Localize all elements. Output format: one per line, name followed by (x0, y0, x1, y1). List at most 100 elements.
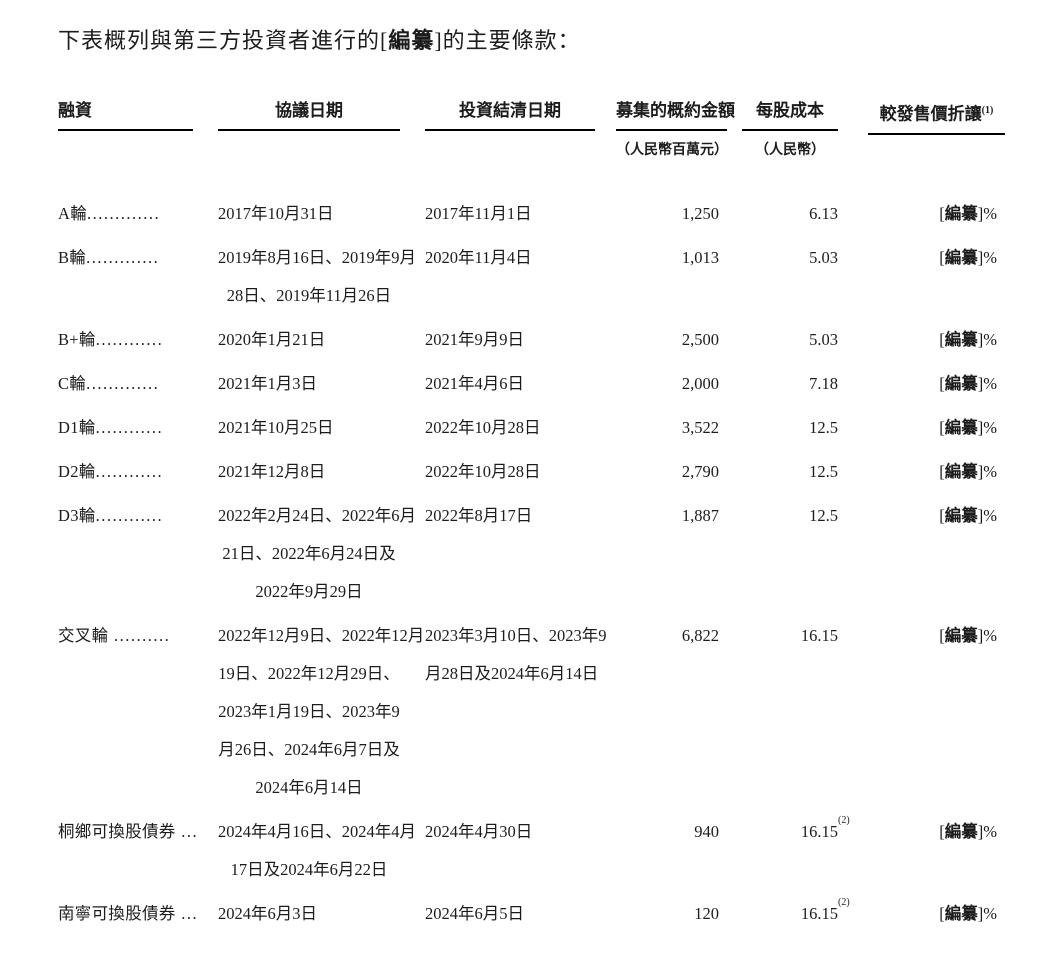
agreement-date-cell: 2024年6月3日 (218, 895, 400, 933)
cost-value: 5.03 (809, 329, 838, 349)
header-discount: 較發售價折讓(1) (868, 100, 1005, 135)
financing-round-name: 交叉輪 (58, 625, 109, 645)
discount-redacted: 編纂 (944, 247, 978, 267)
agreement-date-line: 2022年12月9日、2022年12月 (218, 625, 425, 645)
agreement-date-line: 2020年1月21日 (218, 329, 326, 349)
agreement-date-cell: 2024年4月16日、2024年4月 17日及2024年6月22日 (218, 813, 416, 889)
discount-cell: [編纂]% (939, 329, 997, 349)
discount-redacted: 編纂 (944, 821, 978, 841)
settlement-date-line: 2017年11月1日 (425, 203, 532, 223)
financing-name-cell: 南寧可換股債券 ... (58, 895, 197, 933)
amount-raised-cell: 120 (694, 903, 719, 923)
agreement-date-cell: 2022年2月24日、2022年6月 21日、2022年6月24日及 2022年9月… (218, 497, 416, 611)
intro-sentence: 下表概列與第三方投資者進行的[編纂]的主要條款： (58, 26, 1048, 56)
cost-value: 7.18 (809, 373, 838, 393)
table-row: B+輪............ 2020年1月21日 2021年9月9日 2,5… (58, 321, 1005, 359)
agreement-date-cell: 2021年1月3日 (218, 365, 400, 403)
intro-sentence-redacted: 編纂 (388, 28, 435, 53)
discount-redacted: 編纂 (944, 505, 978, 525)
cost-value: 16.15 (800, 625, 838, 645)
settlement-date-line: 2021年4月6日 (425, 373, 524, 393)
discount-cell: [編纂]% (939, 373, 997, 393)
financing-name-cell: B+輪............ (58, 321, 193, 359)
agreement-date-line: 21日、2022年6月24日及 (222, 543, 396, 563)
table-row: D1輪............ 2021年10月25日 2022年10月28日 … (58, 409, 1005, 447)
settlement-date-line: 2020年11月4日 (425, 247, 532, 267)
discount-cell: [編纂]% (939, 247, 997, 267)
settlement-date-cell: 2022年8月17日 (425, 497, 595, 535)
cost-per-share-cell: 5.03 (742, 239, 838, 277)
financing-round-name: 桐鄉可換股債券 (58, 821, 176, 841)
dot-leader: ............. (86, 247, 160, 267)
amount-raised-cell: 2,790 (681, 461, 719, 481)
financing-name-cell: A輪............. (58, 195, 193, 233)
agreement-date-line: 2023年1月19日、2023年9 (218, 701, 400, 721)
settlement-date-cell: 2022年10月28日 (425, 409, 595, 447)
agreement-date-line: 17日及2024年6月22日 (230, 859, 388, 879)
amount-raised-cell: 1,013 (681, 247, 719, 267)
dot-leader: ............. (87, 203, 161, 223)
financing-round-name: 南寧可換股債券 (58, 903, 176, 923)
settlement-date-cell: 2017年11月1日 (425, 195, 595, 233)
agreement-date-line: 月26日、2024年6月7日及 (218, 739, 400, 759)
table-row: D3輪............ 2022年2月24日、2022年6月 21日、20… (58, 497, 1005, 611)
agreement-date-line: 2021年12月8日 (218, 461, 326, 481)
cost-value: 16.15 (2) (800, 896, 850, 923)
discount-redacted: 編纂 (944, 329, 978, 349)
financing-terms-table: 融資 協議日期 投資結清日期 募集的概約金額 每股成本 較發售價折讓(1) （人… (58, 100, 1005, 933)
agreement-date-cell: 2022年12月9日、2022年12月 19日、2022年12月29日、 2023年… (218, 617, 425, 807)
amount-raised-cell: 3,522 (681, 417, 719, 437)
table-units-row: （人民幣百萬元） （人民幣） (58, 141, 1005, 161)
agreement-date-line: 2022年9月29日 (255, 581, 363, 601)
financing-round-name: B+輪 (58, 329, 96, 349)
table-row: 交叉輪 .......... 2022年12月9日、2022年12月 19日、20… (58, 617, 1005, 807)
settlement-date-line: 2022年8月17日 (425, 505, 533, 525)
amount-raised-cell: 1,250 (681, 203, 719, 223)
cost-footnote: (2) (838, 896, 850, 908)
financing-name-cell: D3輪............ (58, 497, 193, 535)
financing-name-cell: D1輪............ (58, 409, 193, 447)
agreement-date-line: 2021年10月25日 (218, 417, 334, 437)
cost-per-share-cell: 12.5 (742, 453, 838, 491)
cost-per-share-cell: 16.15 (2) (742, 895, 850, 933)
discount-redacted: 編纂 (944, 625, 978, 645)
cost-footnote: (2) (838, 814, 850, 826)
settlement-date-cell: 2023年3月10日、2023年9 月28日及2024年6月14日 (425, 617, 607, 693)
cost-per-share-cell: 16.15 (742, 617, 838, 655)
header-amount-raised: 募集的概約金額 (616, 100, 735, 131)
dot-leader: ............ (95, 461, 164, 481)
dot-leader: ............ (95, 417, 164, 437)
table-row: B輪............. 2019年8月16日、2019年9月 28日、20… (58, 239, 1005, 315)
cost-value: 6.13 (809, 203, 838, 223)
discount-redacted: 編纂 (944, 417, 978, 437)
financing-round-name: D2輪 (58, 461, 96, 481)
settlement-date-line: 2023年3月10日、2023年9 (425, 625, 607, 645)
header-financing: 融資 (58, 100, 193, 131)
cost-per-share-cell: 6.13 (742, 195, 838, 233)
discount-redacted: 編纂 (944, 203, 978, 223)
agreement-date-cell: 2017年10月31日 (218, 195, 400, 233)
agreement-date-line: 2024年6月14日 (255, 777, 363, 797)
financing-name-cell: B輪............. (58, 239, 193, 277)
discount-redacted: 編纂 (944, 461, 978, 481)
discount-cell: [編纂]% (939, 903, 997, 923)
cost-per-share-cell: 7.18 (742, 365, 838, 403)
settlement-date-cell: 2022年10月28日 (425, 453, 595, 491)
agreement-date-cell: 2021年10月25日 (218, 409, 400, 447)
discount-cell: [編纂]% (939, 417, 997, 437)
discount-cell: [編纂]% (939, 821, 997, 841)
agreement-date-line: 28日、2019年11月26日 (226, 285, 392, 305)
settlement-date-line: 2022年10月28日 (425, 417, 541, 437)
header-agreement-date: 協議日期 (218, 100, 400, 131)
agreement-date-cell: 2021年12月8日 (218, 453, 400, 491)
cost-value: 12.5 (809, 417, 838, 437)
header-cost-per-share: 每股成本 (742, 100, 838, 131)
table-header-row: 融資 協議日期 投資結清日期 募集的概約金額 每股成本 較發售價折讓(1) (58, 100, 1005, 135)
agreement-date-line: 2019年8月16日、2019年9月 (218, 247, 416, 267)
amount-raised-cell: 2,500 (681, 329, 719, 349)
discount-redacted: 編纂 (944, 903, 978, 923)
table-row: A輪............. 2017年10月31日 2017年11月1日 1… (58, 195, 1005, 233)
agreement-date-cell: 2020年1月21日 (218, 321, 400, 359)
amount-raised-cell: 6,822 (681, 625, 719, 645)
settlement-date-cell: 2024年6月5日 (425, 895, 595, 933)
